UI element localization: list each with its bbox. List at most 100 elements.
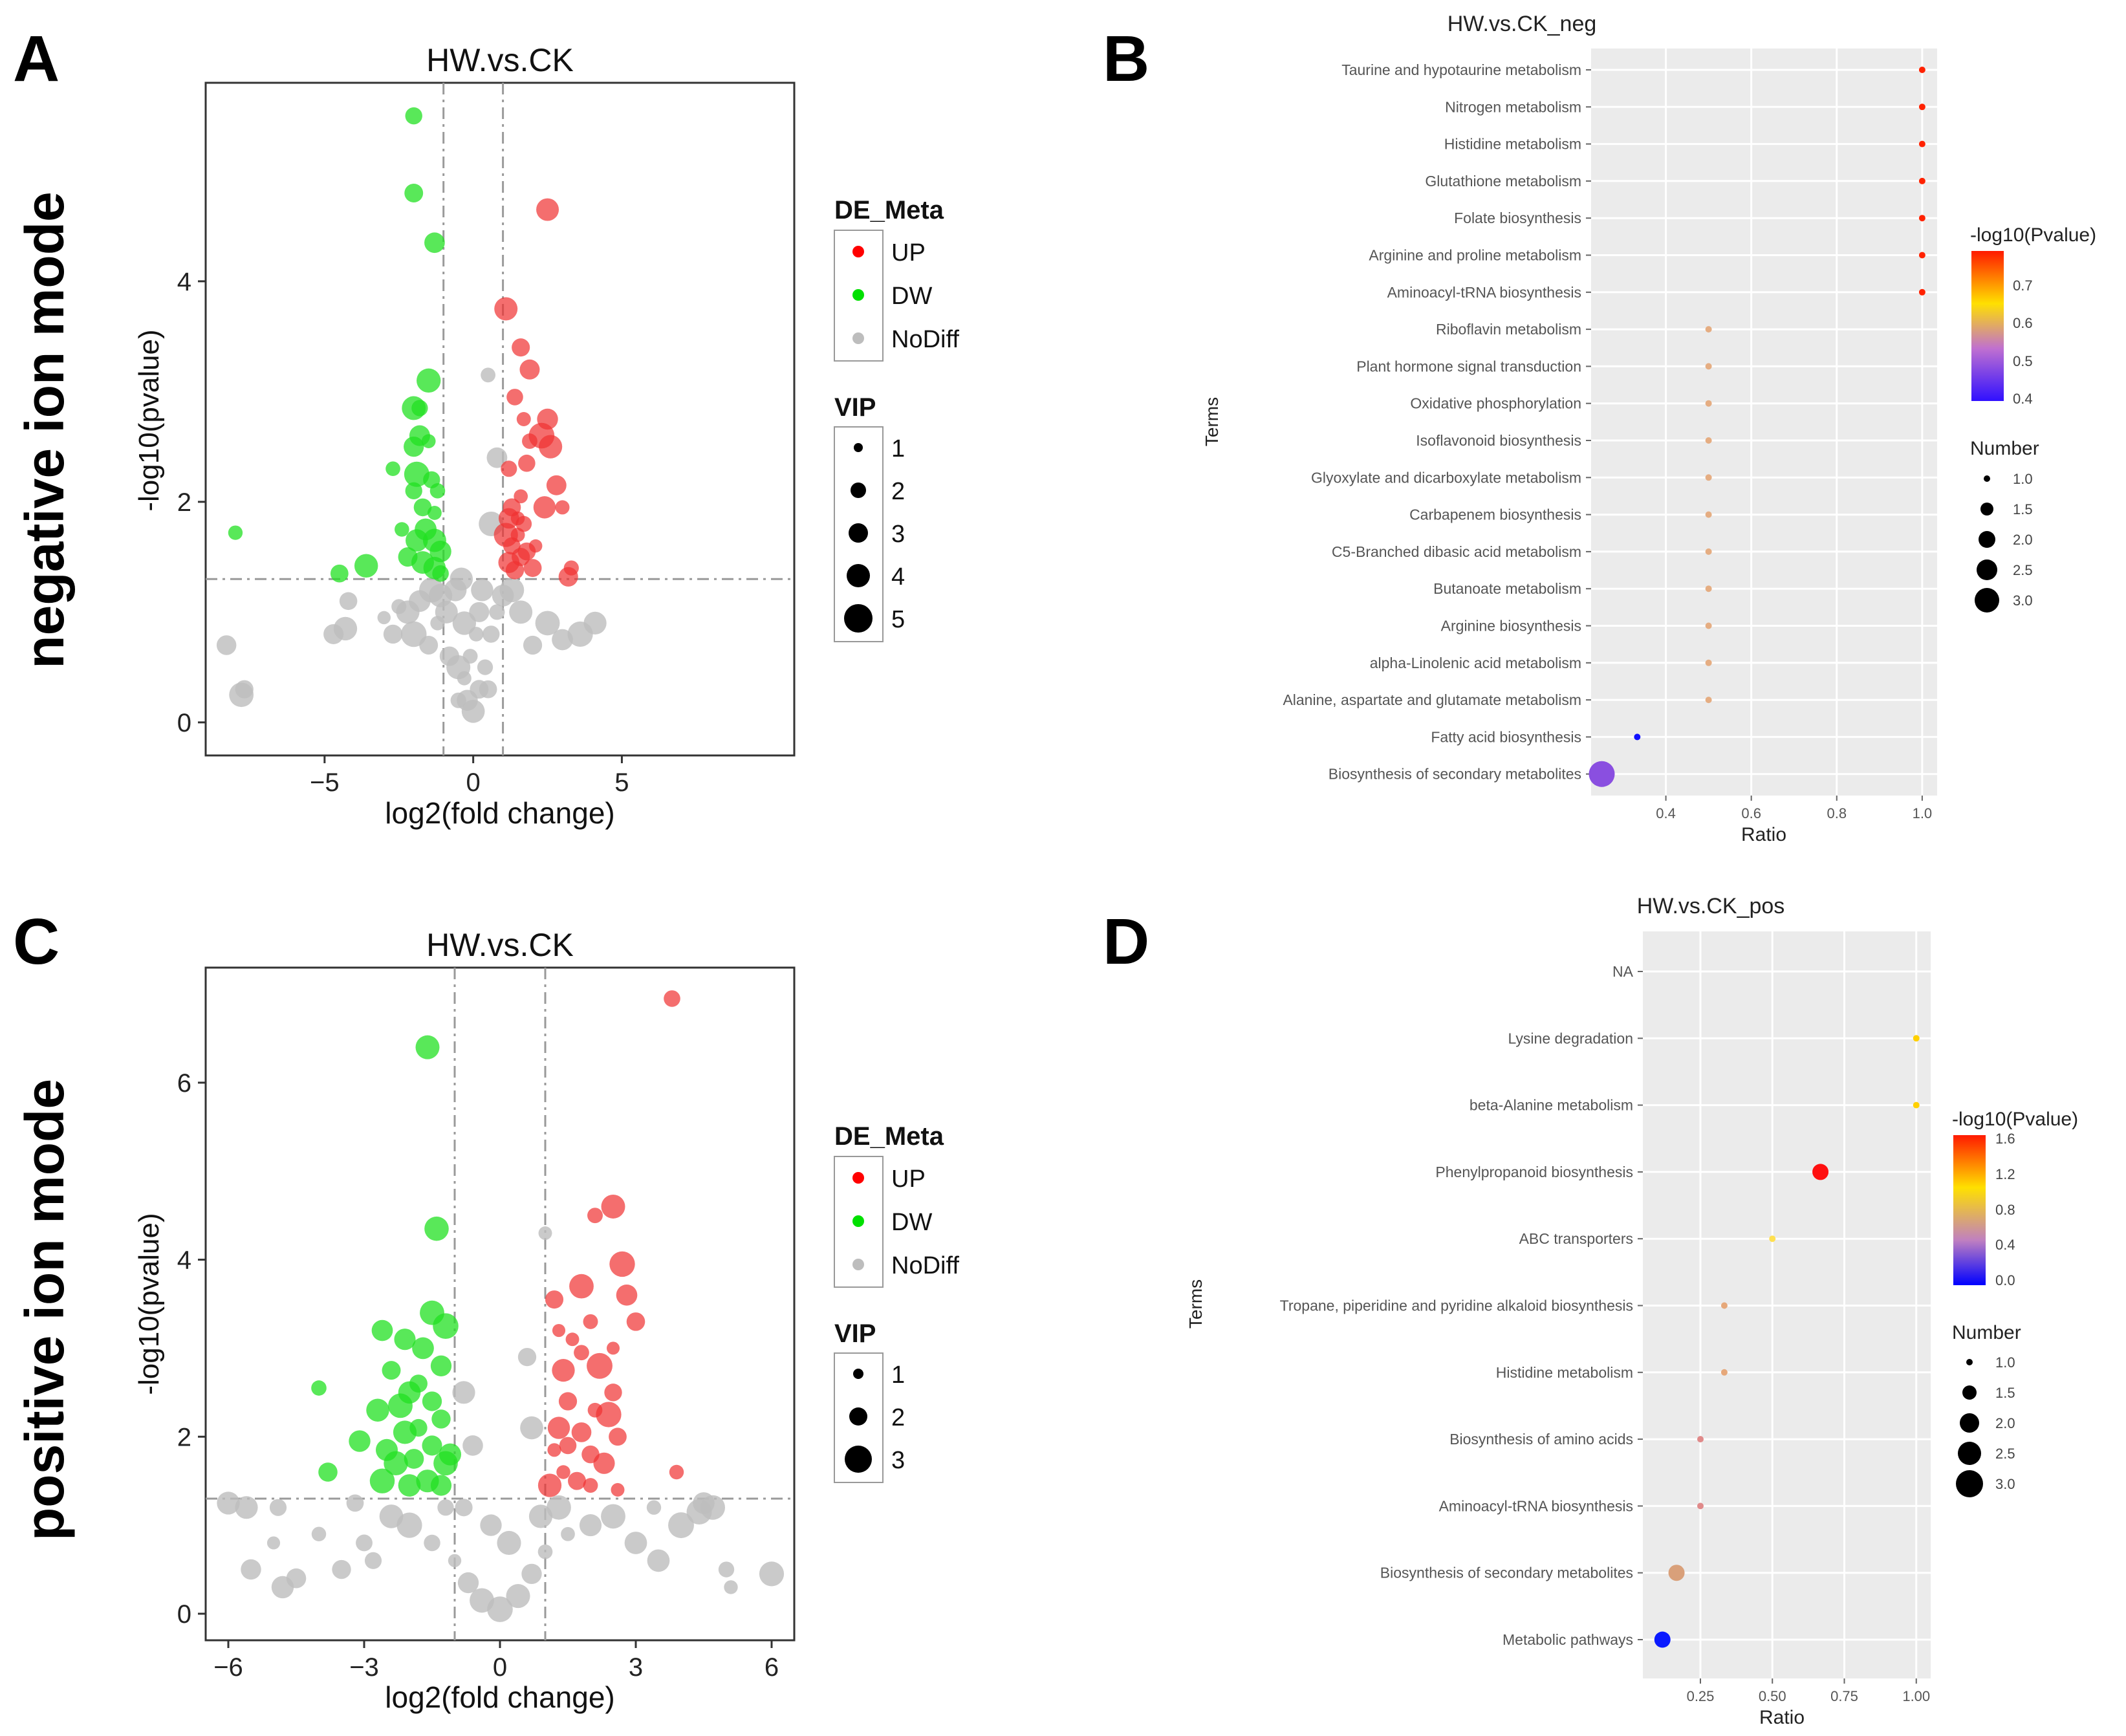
chart-c-point-nodiff-5: [286, 1568, 307, 1589]
chart-a-point-nodiff-39: [383, 624, 403, 644]
chart-b-point-2: [1918, 140, 1925, 147]
chart-c-point-up-24: [547, 1443, 561, 1457]
chart-c-point-nodiff-37: [520, 1416, 543, 1440]
chart-b-term-label-15: Arginine biosynthesis: [1441, 618, 1581, 635]
chart-c-point-nodiff-41: [497, 1530, 521, 1556]
chart-a-point-dw-25: [432, 565, 449, 582]
chart-c-point-up-2: [587, 1208, 603, 1224]
chart-c-point-nodiff-31: [346, 1494, 364, 1512]
chart-d-point-1: [1913, 1035, 1920, 1042]
chart-b-term-label-2: Histidine metabolism: [1444, 136, 1581, 153]
chart-d-point-8: [1697, 1503, 1704, 1510]
chart-a-point-up-0: [536, 198, 559, 221]
chart-c-point-nodiff-22: [624, 1532, 647, 1554]
chart-c-point-nodiff-7: [332, 1559, 351, 1579]
chart-b-point-16: [1705, 659, 1712, 666]
chart-c-point-up-28: [669, 1464, 684, 1480]
chart-c-point-nodiff-23: [647, 1549, 670, 1572]
chart-b-colorbar-tick-2: 0.5: [2013, 353, 2033, 369]
chart-c-point-up-15: [604, 1383, 622, 1402]
chart-a-point-nodiff-29: [481, 367, 496, 383]
chart-d-term-label-4: ABC transporters: [1519, 1230, 1633, 1247]
chart-c-point-up-8: [626, 1312, 645, 1331]
chart-b-term-label-3: Glutathione metabolism: [1425, 173, 1581, 190]
chart-c-legend-vip-3-label: 3: [891, 1447, 905, 1474]
chart-c-legend-vip-2-label: 2: [891, 1404, 905, 1431]
chart-c-point-up-31: [583, 1478, 598, 1493]
chart-a-point-up-29: [501, 461, 517, 477]
chart-c-point-up-12: [574, 1345, 589, 1361]
chart-a-point-nodiff-38: [396, 600, 420, 624]
chart-d-term-label-8: Aminoacyl-tRNA biosynthesis: [1439, 1497, 1633, 1514]
chart-c-point-nodiff-44: [235, 1496, 258, 1519]
chart-c-point-up-29: [611, 1482, 625, 1497]
chart-a-point-dw-26: [228, 525, 243, 540]
chart-c-point-nodiff-13: [457, 1572, 479, 1594]
chart-b-point-18: [1634, 733, 1641, 741]
chart-c-point-dw-6: [412, 1337, 434, 1360]
chart-c-xtick-label-4: 6: [765, 1653, 779, 1682]
chart-c-point-nodiff-8: [356, 1534, 373, 1552]
chart-c-point-nodiff-27: [759, 1561, 785, 1587]
chart-c-xlabel: log2(fold change): [385, 1680, 614, 1714]
chart-c-point-up-4: [569, 1274, 594, 1299]
chart-c-point-up-10: [565, 1332, 580, 1347]
chart-d-colorbar-tick-2: 0.8: [1995, 1202, 2015, 1218]
chart-a-ylabel: -log10(pvalue): [133, 329, 165, 511]
chart-a-legend: DE_Meta UP DW NoDiff VIP 1 2 3 4 5: [834, 196, 959, 642]
chart-c-point-up-20: [571, 1422, 592, 1442]
chart-c-point-nodiff-30: [668, 1512, 694, 1539]
chart-c-point-dw-13: [388, 1393, 413, 1418]
chart-b-term-label-11: Glyoxylate and dicarboxylate metabolism: [1311, 469, 1581, 486]
chart-b-term-label-8: Plant hormone signal transduction: [1356, 358, 1581, 374]
chart-b-colorbar-tick-3: 0.4: [2013, 391, 2033, 407]
chart-a-point-nodiff-16: [461, 699, 485, 723]
chart-c-point-dw-7: [382, 1361, 401, 1380]
chart-c-point-up-25: [593, 1452, 615, 1474]
chart-b-point-9: [1705, 400, 1712, 407]
chart-b-term-label-7: Riboflavin metabolism: [1436, 321, 1581, 338]
chart-c-point-nodiff-3: [311, 1526, 327, 1542]
chart-d-term-label-6: Histidine metabolism: [1496, 1364, 1633, 1381]
chart-d-size-key-2: [1962, 1385, 1977, 1400]
row-label-negative: negative ion mode: [14, 191, 75, 668]
chart-b-point-13: [1705, 548, 1712, 555]
chart-a-point-up-12: [555, 500, 570, 515]
chart-c-point-dw-17: [393, 1420, 417, 1444]
chart-a-point-up-28: [510, 511, 525, 526]
chart-c-point-nodiff-10: [396, 1512, 422, 1538]
chart-c-ytick-label-0: 0: [177, 1600, 191, 1629]
chart-b-size-label-2: 1.5: [2013, 501, 2033, 517]
chart-a-point-nodiff-14: [457, 671, 472, 686]
chart-a-legend-vip-5-key: [844, 604, 873, 633]
chart-b-point-4: [1918, 215, 1925, 222]
chart-b-term-label-16: alpha-Linolenic acid metabolism: [1370, 655, 1581, 671]
chart-c-point-up-13: [587, 1352, 613, 1379]
chart-a-point-nodiff-25: [535, 611, 560, 636]
chart-d-size-key-4: [1958, 1442, 1981, 1465]
chart-c-point-up-6: [545, 1290, 564, 1309]
chart-d-point-9: [1668, 1565, 1685, 1581]
chart-b-term-label-14: Butanoate metabolism: [1433, 580, 1581, 597]
chart-c-point-nodiff-12: [448, 1554, 462, 1568]
chart-c-point-nodiff-0: [217, 1492, 240, 1515]
chart-a-point-nodiff-6: [377, 611, 391, 625]
chart-a-point-up-3: [519, 359, 540, 380]
chart-b-xtick-label-3: 1.0: [1913, 805, 1933, 821]
chart-a-point-dw-14: [427, 506, 442, 520]
chart-c-point-up-1: [601, 1194, 625, 1219]
chart-a-xtick-label-0: −5: [310, 768, 340, 797]
chart-c-point-nodiff-11: [424, 1534, 440, 1552]
chart-a-legend-vip-2-label: 2: [891, 478, 905, 505]
chart-d-colorbar-tick-4: 0.0: [1995, 1272, 2015, 1288]
chart-d-term-label-5: Tropane, piperidine and pyridine alkaloi…: [1280, 1297, 1633, 1314]
chart-a-point-up-2: [512, 338, 530, 357]
chart-b-point-19: [1589, 761, 1615, 787]
chart-a-point-dw-13: [413, 498, 432, 517]
chart-c-point-up-21: [609, 1427, 627, 1446]
chart-d-size-key-1: [1966, 1359, 1973, 1365]
chart-d-size-key-5: [1956, 1470, 1983, 1497]
chart-c-point-up-16: [558, 1392, 578, 1411]
chart-c-ytick-label-3: 6: [177, 1069, 191, 1098]
chart-c-point-up-22: [559, 1437, 577, 1455]
